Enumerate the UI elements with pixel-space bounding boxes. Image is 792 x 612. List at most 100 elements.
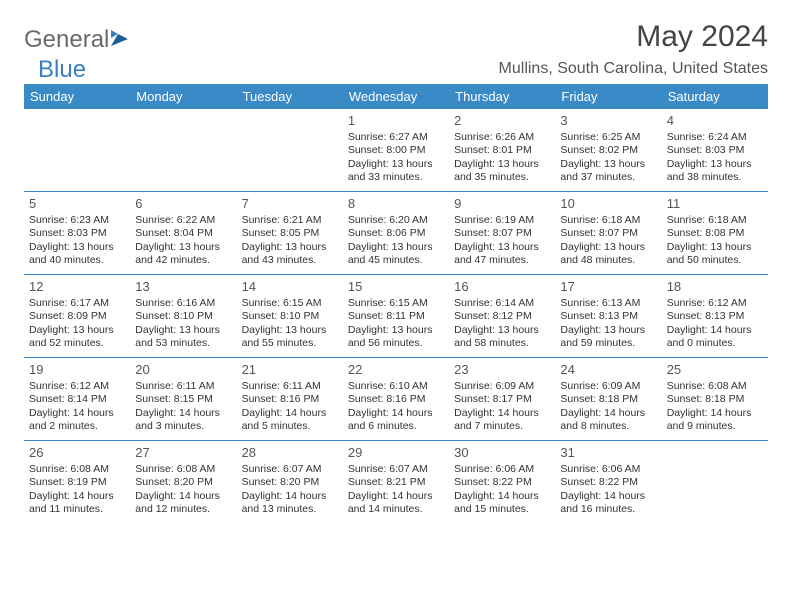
day-cell: 23Sunrise: 6:09 AMSunset: 8:17 PMDayligh… (449, 358, 555, 440)
sunset-text: Sunset: 8:18 PM (667, 393, 763, 406)
sunrise-text: Sunrise: 6:21 AM (242, 214, 338, 227)
sunset-text: Sunset: 8:15 PM (135, 393, 231, 406)
day-cell: 9Sunrise: 6:19 AMSunset: 8:07 PMDaylight… (449, 192, 555, 274)
logo: General (24, 20, 132, 54)
day-number: 9 (454, 196, 550, 212)
sunset-text: Sunset: 8:22 PM (454, 476, 550, 489)
sunrise-text: Sunrise: 6:07 AM (242, 463, 338, 476)
daylight-text: Daylight: 14 hours and 11 minutes. (29, 490, 125, 516)
day-cell: 21Sunrise: 6:11 AMSunset: 8:16 PMDayligh… (237, 358, 343, 440)
daylight-text: Daylight: 13 hours and 53 minutes. (135, 324, 231, 350)
daylight-text: Daylight: 13 hours and 52 minutes. (29, 324, 125, 350)
sunset-text: Sunset: 8:20 PM (242, 476, 338, 489)
dayname-wed: Wednesday (343, 84, 449, 109)
dayname-thu: Thursday (449, 84, 555, 109)
title-block: May 2024 (636, 20, 768, 54)
day-cell: 8Sunrise: 6:20 AMSunset: 8:06 PMDaylight… (343, 192, 449, 274)
sunrise-text: Sunrise: 6:12 AM (667, 297, 763, 310)
sunset-text: Sunset: 8:22 PM (560, 476, 656, 489)
location: Mullins, South Carolina, United States (499, 60, 768, 78)
day-number: 1 (348, 113, 444, 129)
sunset-text: Sunset: 8:11 PM (348, 310, 444, 323)
day-number: 25 (667, 362, 763, 378)
daylight-text: Daylight: 13 hours and 33 minutes. (348, 158, 444, 184)
sunset-text: Sunset: 8:10 PM (242, 310, 338, 323)
day-cell: 5Sunrise: 6:23 AMSunset: 8:03 PMDaylight… (24, 192, 130, 274)
day-cell: 20Sunrise: 6:11 AMSunset: 8:15 PMDayligh… (130, 358, 236, 440)
sunrise-text: Sunrise: 6:25 AM (560, 131, 656, 144)
day-number: 29 (348, 445, 444, 461)
sunset-text: Sunset: 8:12 PM (454, 310, 550, 323)
sunrise-text: Sunrise: 6:26 AM (454, 131, 550, 144)
sunrise-text: Sunrise: 6:20 AM (348, 214, 444, 227)
sunrise-text: Sunrise: 6:16 AM (135, 297, 231, 310)
sunrise-text: Sunrise: 6:08 AM (135, 463, 231, 476)
day-cell: 19Sunrise: 6:12 AMSunset: 8:14 PMDayligh… (24, 358, 130, 440)
day-cell: 4Sunrise: 6:24 AMSunset: 8:03 PMDaylight… (662, 109, 768, 191)
day-number: 14 (242, 279, 338, 295)
dayname-tue: Tuesday (237, 84, 343, 109)
sunrise-text: Sunrise: 6:15 AM (242, 297, 338, 310)
day-cell (24, 109, 130, 191)
day-cell (662, 441, 768, 522)
day-cell: 26Sunrise: 6:08 AMSunset: 8:19 PMDayligh… (24, 441, 130, 522)
dayname-sat: Saturday (662, 84, 768, 109)
dayname-row: Sunday Monday Tuesday Wednesday Thursday… (24, 84, 768, 109)
sunrise-text: Sunrise: 6:15 AM (348, 297, 444, 310)
daylight-text: Daylight: 14 hours and 0 minutes. (667, 324, 763, 350)
day-number: 17 (560, 279, 656, 295)
sunset-text: Sunset: 8:17 PM (454, 393, 550, 406)
sunrise-text: Sunrise: 6:08 AM (667, 380, 763, 393)
daylight-text: Daylight: 14 hours and 5 minutes. (242, 407, 338, 433)
sunrise-text: Sunrise: 6:13 AM (560, 297, 656, 310)
sunrise-text: Sunrise: 6:27 AM (348, 131, 444, 144)
daylight-text: Daylight: 14 hours and 7 minutes. (454, 407, 550, 433)
sunrise-text: Sunrise: 6:24 AM (667, 131, 763, 144)
day-cell (130, 109, 236, 191)
day-cell: 14Sunrise: 6:15 AMSunset: 8:10 PMDayligh… (237, 275, 343, 357)
dayname-mon: Monday (130, 84, 236, 109)
day-number: 27 (135, 445, 231, 461)
day-cell: 28Sunrise: 6:07 AMSunset: 8:20 PMDayligh… (237, 441, 343, 522)
sunset-text: Sunset: 8:00 PM (348, 144, 444, 157)
sunset-text: Sunset: 8:16 PM (348, 393, 444, 406)
sunset-text: Sunset: 8:07 PM (560, 227, 656, 240)
day-cell: 3Sunrise: 6:25 AMSunset: 8:02 PMDaylight… (555, 109, 661, 191)
day-cell: 10Sunrise: 6:18 AMSunset: 8:07 PMDayligh… (555, 192, 661, 274)
day-cell: 17Sunrise: 6:13 AMSunset: 8:13 PMDayligh… (555, 275, 661, 357)
day-number: 13 (135, 279, 231, 295)
sunset-text: Sunset: 8:07 PM (454, 227, 550, 240)
sunrise-text: Sunrise: 6:09 AM (560, 380, 656, 393)
day-cell: 12Sunrise: 6:17 AMSunset: 8:09 PMDayligh… (24, 275, 130, 357)
sunset-text: Sunset: 8:01 PM (454, 144, 550, 157)
day-number: 28 (242, 445, 338, 461)
day-number: 30 (454, 445, 550, 461)
logo-text-1: General (24, 26, 109, 54)
sunset-text: Sunset: 8:09 PM (29, 310, 125, 323)
sunrise-text: Sunrise: 6:18 AM (667, 214, 763, 227)
calendar: Sunday Monday Tuesday Wednesday Thursday… (24, 84, 768, 522)
day-number: 7 (242, 196, 338, 212)
daylight-text: Daylight: 14 hours and 16 minutes. (560, 490, 656, 516)
day-number: 19 (29, 362, 125, 378)
day-number: 24 (560, 362, 656, 378)
week-row: 5Sunrise: 6:23 AMSunset: 8:03 PMDaylight… (24, 191, 768, 274)
sunrise-text: Sunrise: 6:18 AM (560, 214, 656, 227)
day-cell: 7Sunrise: 6:21 AMSunset: 8:05 PMDaylight… (237, 192, 343, 274)
sunset-text: Sunset: 8:08 PM (667, 227, 763, 240)
daylight-text: Daylight: 13 hours and 59 minutes. (560, 324, 656, 350)
day-number: 6 (135, 196, 231, 212)
day-number: 22 (348, 362, 444, 378)
day-number: 2 (454, 113, 550, 129)
sunrise-text: Sunrise: 6:12 AM (29, 380, 125, 393)
sunrise-text: Sunrise: 6:11 AM (242, 380, 338, 393)
day-cell (237, 109, 343, 191)
day-number: 8 (348, 196, 444, 212)
day-number: 15 (348, 279, 444, 295)
day-cell: 11Sunrise: 6:18 AMSunset: 8:08 PMDayligh… (662, 192, 768, 274)
daylight-text: Daylight: 13 hours and 47 minutes. (454, 241, 550, 267)
sunset-text: Sunset: 8:14 PM (29, 393, 125, 406)
sunrise-text: Sunrise: 6:10 AM (348, 380, 444, 393)
sunrise-text: Sunrise: 6:08 AM (29, 463, 125, 476)
daylight-text: Daylight: 13 hours and 45 minutes. (348, 241, 444, 267)
